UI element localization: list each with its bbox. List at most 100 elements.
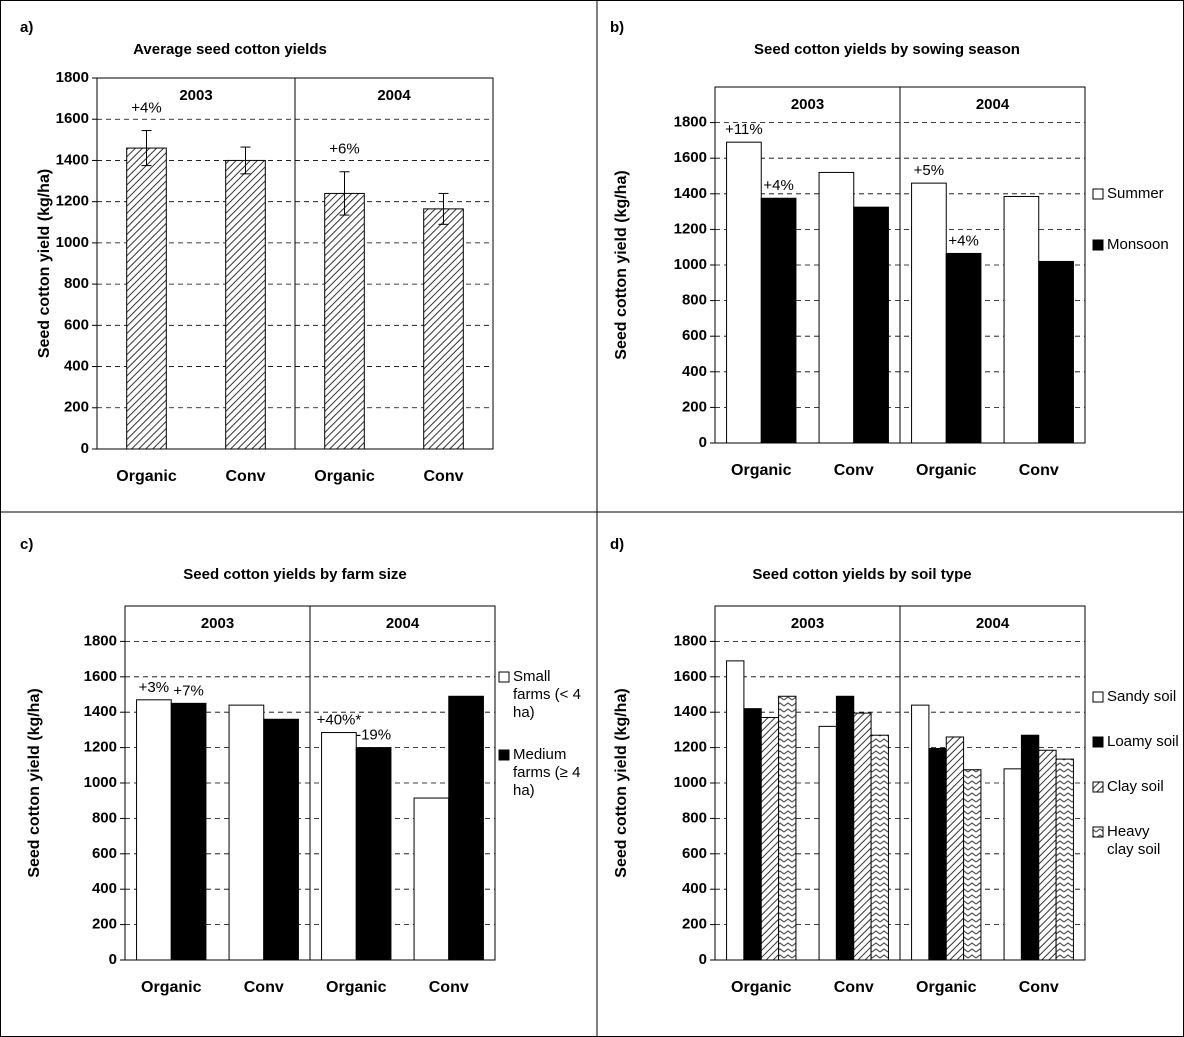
- group-label: 2004: [377, 87, 411, 104]
- bar: [136, 699, 172, 961]
- chart-title: Seed cotton yields by soil type: [752, 566, 971, 583]
- y-tick-label: 200: [64, 399, 89, 416]
- y-axis-label: Seed cotton yield (kg/ha): [613, 688, 630, 877]
- y-tick-label: 1800: [674, 114, 707, 131]
- y-tick-label: 1400: [56, 151, 89, 168]
- y-tick-label: 1800: [674, 632, 707, 649]
- chart-title: Seed cotton yields by farm size: [183, 566, 406, 583]
- x-tick-label: Organic: [141, 979, 202, 996]
- y-tick-label: 1800: [84, 632, 117, 649]
- y-tick-label: 200: [682, 916, 707, 933]
- legend-label: Medium farms (≥ 4 ha): [513, 746, 581, 799]
- group-label: 2003: [791, 615, 824, 632]
- bar: [448, 695, 484, 961]
- bar: [963, 769, 982, 961]
- bar: [355, 747, 392, 961]
- legend-label: Summer: [1107, 185, 1164, 202]
- panel-label: d): [610, 536, 624, 553]
- y-tick-label: 800: [682, 292, 707, 309]
- annotation: +11%: [725, 121, 763, 138]
- y-axis-label: Seed cotton yield (kg/ha): [613, 170, 630, 359]
- y-tick-label: 200: [92, 916, 117, 933]
- bar: [818, 725, 837, 961]
- legend-label: Small farms (< 4 ha): [513, 668, 581, 721]
- x-tick-label: Organic: [731, 979, 792, 996]
- group-label: 2003: [179, 87, 212, 104]
- chart-title: Average seed cotton yields: [133, 41, 327, 58]
- bar: [870, 734, 889, 961]
- y-tick-label: 1600: [84, 668, 117, 685]
- y-tick-label: 600: [682, 845, 707, 862]
- x-tick-label: Conv: [1019, 979, 1059, 996]
- legend-label: Clay soil: [1107, 778, 1164, 795]
- x-tick-label: Conv: [244, 979, 284, 996]
- error-bar: [438, 192, 449, 225]
- annotation: +4%: [131, 100, 161, 117]
- bar: [945, 252, 982, 444]
- legend-swatch: [1092, 691, 1104, 703]
- legend-swatch: [1092, 736, 1104, 748]
- bar: [911, 182, 947, 444]
- legend-entry: Sandy soil: [1107, 688, 1177, 705]
- y-tick-label: 1600: [56, 110, 89, 127]
- bar: [1038, 260, 1074, 444]
- legend-entry: Monsoon: [1107, 236, 1169, 253]
- chart-title: Seed cotton yields by sowing season: [754, 41, 1020, 58]
- legend-label: Loamy soil: [1107, 733, 1179, 750]
- y-tick-label: 1000: [84, 774, 117, 791]
- y-tick-label: 1200: [84, 739, 117, 756]
- x-tick-label: Organic: [314, 468, 375, 485]
- bar: [225, 159, 266, 450]
- legend-entry: Heavy clay soil: [1107, 823, 1161, 858]
- annotation: +6%: [329, 141, 359, 158]
- y-tick-label: 1400: [84, 703, 117, 720]
- annotation: -19%: [356, 727, 391, 744]
- y-tick-label: 1000: [674, 774, 707, 791]
- annotation: +4%: [763, 177, 793, 194]
- error-bar: [141, 130, 152, 167]
- bar: [263, 718, 299, 961]
- panel-label: a): [20, 19, 33, 36]
- group-label: 2004: [976, 615, 1010, 632]
- y-tick-label: 1000: [56, 234, 89, 251]
- bar: [1003, 195, 1040, 444]
- bar: [778, 695, 797, 961]
- x-tick-label: Organic: [326, 979, 387, 996]
- bar: [1003, 768, 1022, 961]
- y-tick-label: 1000: [674, 256, 707, 273]
- bar: [228, 704, 265, 961]
- bar: [743, 708, 762, 961]
- x-tick-label: Organic: [916, 979, 977, 996]
- y-tick-label: 0: [699, 434, 707, 451]
- y-axis-label: Seed cotton yield (kg/ha): [36, 169, 53, 358]
- annotation: +7%: [173, 682, 203, 699]
- y-tick-label: 400: [682, 880, 707, 897]
- bar: [321, 732, 357, 961]
- y-tick-label: 1400: [674, 703, 707, 720]
- legend-label: Sandy soil: [1107, 688, 1177, 705]
- legend-swatch: [498, 671, 510, 683]
- x-tick-label: Conv: [424, 468, 464, 485]
- legend-label: Monsoon: [1107, 236, 1169, 253]
- y-tick-label: 0: [699, 951, 707, 968]
- y-tick-label: 0: [109, 951, 117, 968]
- bar: [835, 695, 855, 961]
- y-tick-label: 1800: [56, 69, 89, 86]
- y-tick-label: 800: [64, 275, 89, 292]
- legend-entry: Clay soil: [1107, 778, 1164, 795]
- y-axis-label: Seed cotton yield (kg/ha): [26, 688, 43, 877]
- bar: [911, 704, 930, 961]
- annotation: +5%: [914, 162, 944, 179]
- bar: [945, 736, 965, 961]
- bar: [818, 171, 855, 444]
- bar: [853, 206, 889, 444]
- y-tick-label: 800: [92, 809, 117, 826]
- legend-swatch: [1092, 239, 1104, 251]
- legend-entry: Medium farms (≥ 4 ha): [513, 746, 581, 799]
- bar: [726, 660, 745, 961]
- x-tick-label: Conv: [834, 979, 874, 996]
- legend-label: Heavy clay soil: [1107, 823, 1161, 858]
- group-label: 2003: [791, 96, 824, 113]
- group-label: 2004: [386, 615, 420, 632]
